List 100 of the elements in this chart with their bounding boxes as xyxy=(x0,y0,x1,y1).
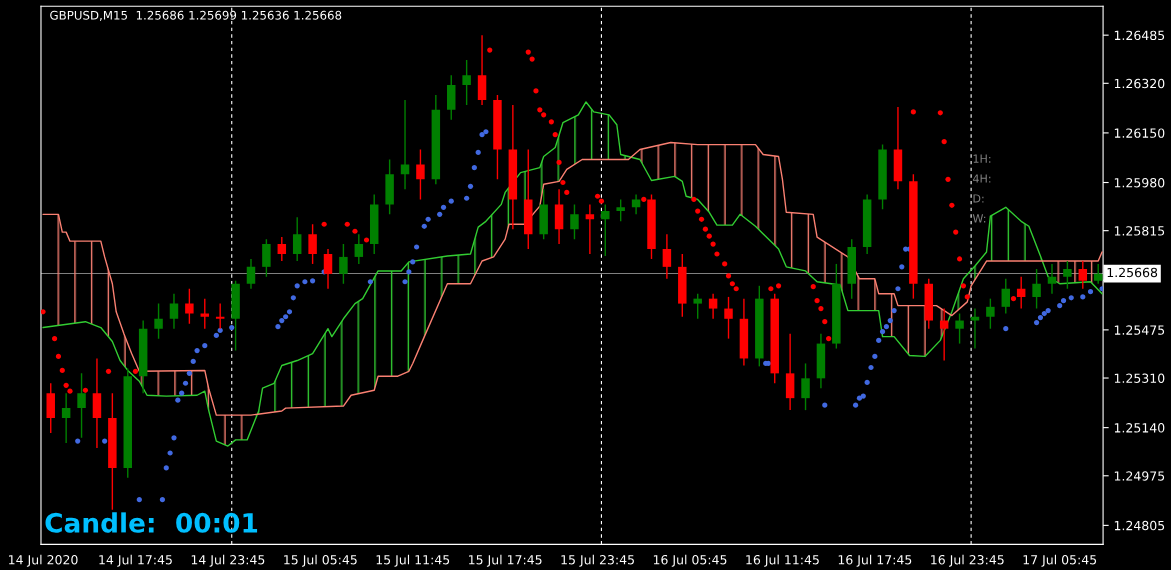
candlestick xyxy=(185,288,194,325)
candlestick xyxy=(169,292,179,330)
x-tick-label: 16 Jul 05:45 xyxy=(653,554,727,567)
candlestick xyxy=(1032,268,1041,310)
point xyxy=(40,309,46,315)
point xyxy=(818,305,824,312)
point xyxy=(487,47,493,53)
point xyxy=(725,273,732,279)
candlestick xyxy=(585,203,595,255)
point xyxy=(960,283,967,289)
candlestick xyxy=(292,216,302,262)
candlestick xyxy=(1093,263,1103,285)
point xyxy=(529,56,535,62)
point xyxy=(533,88,539,94)
y-tick-label: 1.24805 xyxy=(1114,520,1165,531)
point xyxy=(1010,296,1017,302)
point xyxy=(826,336,832,342)
point xyxy=(363,237,370,243)
point xyxy=(702,226,708,232)
point xyxy=(525,49,531,55)
candlestick xyxy=(662,233,672,280)
candlestick xyxy=(801,362,810,411)
point xyxy=(698,216,705,222)
candlestick xyxy=(246,258,256,290)
point xyxy=(552,132,558,138)
point xyxy=(822,319,828,325)
x-tick-label: 16 Jul 11:45 xyxy=(746,554,819,567)
ref-line-label: 1.25668 xyxy=(1107,267,1158,278)
point xyxy=(51,336,58,342)
candlestick xyxy=(724,296,733,340)
annotation: 4H: xyxy=(972,174,991,183)
point xyxy=(344,221,350,227)
point xyxy=(67,388,73,394)
y-tick-label: 1.26485 xyxy=(1114,30,1165,41)
point xyxy=(641,196,647,203)
point xyxy=(733,286,739,292)
point xyxy=(949,202,955,208)
x-tick-label: 14 Jul 2020 xyxy=(9,554,78,567)
point xyxy=(132,368,139,374)
candlestick xyxy=(308,223,317,265)
point xyxy=(722,261,728,267)
candlestick xyxy=(77,372,86,439)
annotation: 1H: xyxy=(973,154,991,163)
candlestick xyxy=(955,312,964,345)
chart-title: GBPUSD,M15 1.25686 1.25699 1.25636 1.25668 xyxy=(50,10,342,21)
candlestick xyxy=(986,297,995,330)
y-tick-label: 1.25310 xyxy=(1114,373,1165,383)
y-tick-label: 1.25815 xyxy=(1114,226,1165,236)
point xyxy=(63,382,69,388)
candlestick xyxy=(570,203,579,240)
x-tick-label: 14 Jul 17:45 xyxy=(99,554,172,567)
annotation: W: xyxy=(972,214,986,223)
x-tick-label: 17 Jul 05:45 xyxy=(1023,554,1097,567)
candlestick xyxy=(154,302,163,340)
point xyxy=(768,286,774,292)
point xyxy=(714,251,720,257)
y-tick-label: 1.25140 xyxy=(1114,423,1165,433)
point xyxy=(937,110,943,116)
candlestick xyxy=(1047,263,1057,295)
candlestick xyxy=(970,307,980,350)
candlestick xyxy=(708,292,718,320)
point xyxy=(105,368,112,374)
x-tick-label: 14 Jul 23:45 xyxy=(191,554,265,567)
point xyxy=(594,193,601,199)
point xyxy=(55,353,62,360)
x-tick-label: 16 Jul 17:45 xyxy=(838,554,912,567)
candlestick xyxy=(601,203,610,257)
candlestick xyxy=(462,59,471,106)
point xyxy=(945,176,951,182)
point xyxy=(59,367,65,374)
point xyxy=(775,283,782,289)
point xyxy=(710,241,716,247)
point xyxy=(82,387,88,393)
point xyxy=(814,298,820,304)
point xyxy=(321,221,327,227)
annotation: D: xyxy=(973,194,984,203)
point xyxy=(910,109,916,115)
point xyxy=(729,281,735,287)
annotation: Candle: 00:01 xyxy=(45,512,258,533)
point xyxy=(695,208,701,214)
candlestick xyxy=(693,292,702,320)
candlestick xyxy=(416,148,425,201)
point xyxy=(598,198,605,204)
x-tick-label: 15 Jul 23:45 xyxy=(561,554,634,567)
point xyxy=(564,189,570,196)
point xyxy=(810,284,816,290)
point xyxy=(556,159,562,165)
point xyxy=(956,256,963,262)
x-tick-label: 15 Jul 11:45 xyxy=(376,554,450,567)
point xyxy=(541,112,547,118)
y-tick-label: 1.25980 xyxy=(1114,177,1165,188)
candlestick xyxy=(400,99,410,190)
point xyxy=(941,139,947,145)
y-tick-label: 1.24975 xyxy=(1114,471,1165,481)
point xyxy=(352,228,358,234)
x-tick-label: 16 Jul 23:45 xyxy=(931,554,1004,567)
line-series xyxy=(42,141,1103,416)
point xyxy=(560,179,566,186)
point xyxy=(964,294,970,300)
y-tick-label: 1.25475 xyxy=(1114,325,1165,335)
